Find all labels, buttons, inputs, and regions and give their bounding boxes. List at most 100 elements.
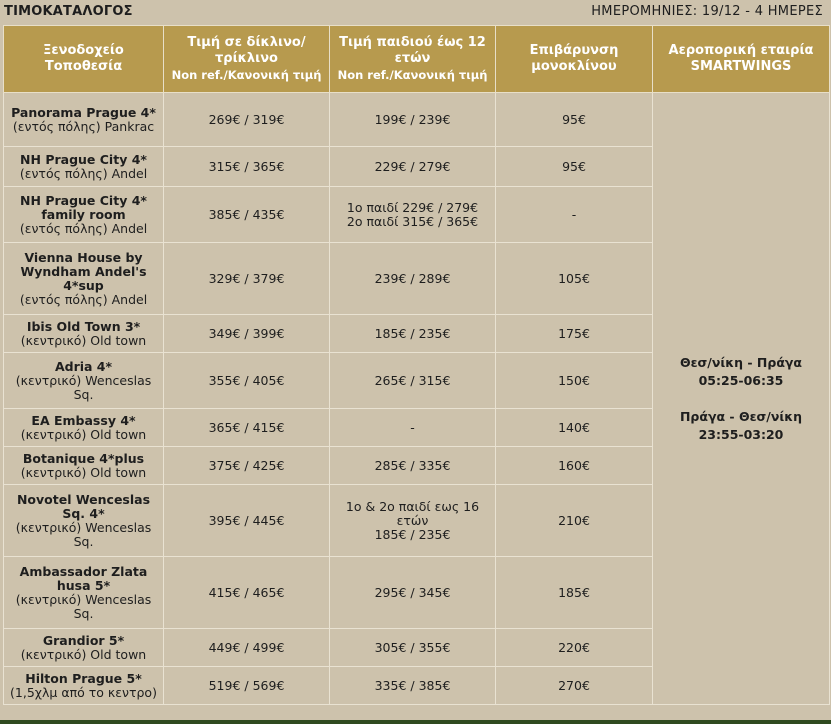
single-supplement-cell: 105€	[495, 242, 653, 315]
hotel-name: Botanique 4*plus	[22, 450, 145, 466]
hotel-name: EA Embassy 4*	[31, 412, 136, 428]
hotel-cell: Grandior 5* (κεντρικό) Old town	[3, 628, 164, 667]
child-price-line-1: 229€ / 279€	[374, 158, 451, 174]
hotel-location: (εντός πόλης) Andel	[19, 291, 148, 307]
child-price-line-1: 1ο & 2ο παιδί εως 16 ετών	[345, 498, 480, 528]
hotel-cell: Panorama Prague 4* (εντός πόλης) Pankrac	[3, 92, 164, 147]
price-table: Ξενοδοχείο Τοποθεσία Τιμή σε δίκλινο/ τρ…	[3, 25, 830, 705]
child-price-cell: 265€ / 315€	[329, 352, 496, 409]
child-price-line-1: 295€ / 345€	[374, 584, 451, 600]
double-price-cell: 269€ / 319€	[163, 92, 330, 147]
child-price-line-1: 239€ / 289€	[374, 270, 451, 286]
hotel-location: (κεντρικό) Wenceslas Sq.	[15, 372, 152, 402]
child-price-line-1: -	[410, 419, 415, 435]
hotel-name: Ibis Old Town 3*	[26, 318, 141, 334]
single-supplement-cell: 270€	[495, 666, 653, 705]
child-price-line-2: 2ο παιδί 315€ / 365€	[346, 213, 479, 229]
dates-label: ΗΜΕΡΟΜΗΝΙΕΣ: 19/12 - 4 ΗΜΕΡΕΣ	[591, 4, 823, 19]
col-airline: Αεροπορική εταιρία SMARTWINGS	[652, 25, 830, 93]
single-supplement-cell: 95€	[495, 146, 653, 187]
double-price-cell: 415€ / 465€	[163, 556, 330, 629]
outbound-time: 05:25-06:35	[698, 372, 784, 388]
hotel-location: (εντός πόλης) Andel	[19, 165, 148, 181]
double-price-cell: 355€ / 405€	[163, 352, 330, 409]
single-supplement-cell: 95€	[495, 92, 653, 147]
child-price-line-2: 185€ / 235€	[374, 526, 451, 542]
hotel-location: (κεντρικό) Old town	[20, 426, 147, 442]
hotel-location: (εντός πόλης) Pankrac	[12, 118, 155, 134]
hotel-cell: Botanique 4*plus (κεντρικό) Old town	[3, 446, 164, 485]
hotel-location: (κεντρικό) Old town	[20, 464, 147, 480]
double-price-cell: 315€ / 365€	[163, 146, 330, 187]
hotel-name: Adria 4*	[54, 358, 113, 374]
child-price-cell: 185€ / 235€	[329, 314, 496, 353]
hotel-name: NH Prague City 4*	[20, 151, 147, 167]
single-supplement-cell: 210€	[495, 484, 653, 557]
table-row: Adria 4* (κεντρικό) Wenceslas Sq. 355€ / 4…	[3, 352, 830, 409]
hotel-cell: Adria 4* (κεντρικό) Wenceslas Sq.	[3, 352, 164, 409]
hotel-location: (κεντρικό) Wenceslas Sq.	[15, 519, 152, 549]
child-price-cell: 335€ / 385€	[329, 666, 496, 705]
double-price-cell: 519€ / 569€	[163, 666, 330, 705]
table-row: Hilton Prague 5* (1,5χλμ από το κεντρο) 51…	[3, 666, 830, 705]
hotel-location: (κεντρικό) Old town	[20, 646, 147, 662]
table-row: NH Prague City 4* family room (εντός πόλη…	[3, 186, 830, 243]
double-price-cell: 385€ / 435€	[163, 186, 330, 243]
table-row: Grandior 5* (κεντρικό) Old town 449€ / 499…	[3, 628, 830, 667]
child-price-line-1: 265€ / 315€	[374, 372, 451, 388]
col-child-label: Τιμή παιδιού έως 12 ετών	[339, 35, 486, 66]
single-supplement-cell: 220€	[495, 628, 653, 667]
child-price-cell: 295€ / 345€	[329, 556, 496, 629]
col-double-sub: Non ref./Κανονική τιμή	[171, 68, 322, 82]
single-supplement-cell: 175€	[495, 314, 653, 353]
double-price-cell: 329€ / 379€	[163, 242, 330, 315]
col-hotel: Ξενοδοχείο Τοποθεσία	[3, 25, 164, 93]
col-double: Τιμή σε δίκλινο/ τρίκλινο Non ref./Κανον…	[163, 25, 330, 93]
hotel-name: Novotel Wenceslas Sq. 4*	[16, 491, 151, 521]
child-price-cell: -	[329, 408, 496, 447]
child-price-cell: 229€ / 279€	[329, 146, 496, 187]
child-price-line-1: 1ο παιδί 229€ / 279€	[346, 199, 479, 215]
table-row: Ibis Old Town 3* (κεντρικό) Old town 349€ …	[3, 314, 830, 353]
single-supplement-cell: -	[495, 186, 653, 243]
single-supplement-cell: 140€	[495, 408, 653, 447]
table-body: Panorama Prague 4* (εντός πόλης) Pankrac 2…	[3, 92, 830, 705]
hotel-location: (εντός πόλης) Andel	[19, 220, 148, 236]
hotel-cell: Ambassador Zlata husa 5* (κεντρικό) Wence…	[3, 556, 164, 629]
double-price-cell: 375€ / 425€	[163, 446, 330, 485]
hotel-cell: Novotel Wenceslas Sq. 4* (κεντρικό) Wence…	[3, 484, 164, 557]
hotel-location: (κεντρικό) Wenceslas Sq.	[15, 591, 152, 621]
hotel-cell: EA Embassy 4* (κεντρικό) Old town	[3, 408, 164, 447]
child-price-line-1: 185€ / 235€	[374, 325, 451, 341]
hotel-location: (1,5χλμ από το κεντρο)	[10, 684, 157, 700]
double-price-cell: 449€ / 499€	[163, 628, 330, 667]
return-route: Πράγα - Θεσ/νίκη	[679, 408, 803, 424]
single-supplement-cell: 150€	[495, 352, 653, 409]
child-price-line-1: 285€ / 335€	[374, 457, 451, 473]
bottom-strip	[0, 720, 831, 724]
outbound-flight: Θεσ/νίκη - Πράγα 05:25-06:35	[655, 354, 827, 390]
table-row: Vienna House by Wyndham Andel's 4*sup (εν…	[3, 242, 830, 315]
child-price-line-1: 335€ / 385€	[374, 677, 451, 693]
double-price-cell: 395€ / 445€	[163, 484, 330, 557]
double-price-cell: 365€ / 415€	[163, 408, 330, 447]
child-price-line-1: 199€ / 239€	[374, 111, 451, 127]
hotel-cell: NH Prague City 4* (εντός πόλης) Andel	[3, 146, 164, 187]
child-price-cell: 239€ / 289€	[329, 242, 496, 315]
document-title: ΤΙΜΟΚΑΤΑΛΟΓΟΣ	[4, 4, 133, 19]
table-row: Novotel Wenceslas Sq. 4* (κεντρικό) Wence…	[3, 484, 830, 557]
hotel-name: Grandior 5*	[42, 632, 125, 648]
single-supplement-cell: 185€	[495, 556, 653, 629]
child-price-cell: 285€ / 335€	[329, 446, 496, 485]
hotel-cell: Ibis Old Town 3* (κεντρικό) Old town	[3, 314, 164, 353]
hotel-name: NH Prague City 4* family room	[20, 192, 147, 222]
hotel-name: Hilton Prague 5*	[25, 670, 142, 686]
table-row: Panorama Prague 4* (εντός πόλης) Pankrac 2…	[3, 92, 830, 705]
flight-info-cell: Θεσ/νίκη - Πράγα 05:25-06:35 Πράγα - Θεσ/ν…	[652, 92, 830, 705]
table-row: EA Embassy 4* (κεντρικό) Old town 365€ / 4…	[3, 408, 830, 447]
hotel-name: Panorama Prague 4*	[11, 104, 156, 120]
return-time: 23:55-03:20	[698, 426, 784, 442]
hotel-name: Ambassador Zlata husa 5*	[19, 563, 148, 593]
child-price-cell: 199€ / 239€	[329, 92, 496, 147]
hotel-cell: NH Prague City 4* family room (εντός πόλη…	[3, 186, 164, 243]
